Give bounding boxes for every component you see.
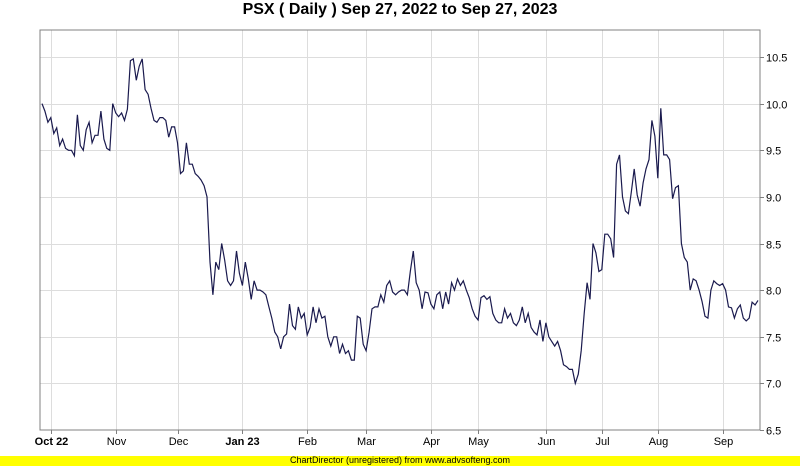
- x-tick-label: Sep: [714, 436, 734, 448]
- y-tick-label: 7.5: [766, 333, 781, 345]
- x-tick-label: Apr: [423, 436, 440, 448]
- plot-area: [39, 29, 761, 431]
- x-tick-label: Dec: [169, 436, 189, 448]
- chart-title: PSX ( Daily ) Sep 27, 2022 to Sep 27, 20…: [242, 1, 558, 18]
- watermark-banner: ChartDirector (unregistered) from www.ad…: [0, 455, 800, 466]
- x-tick-label: Mar: [357, 436, 376, 448]
- y-tick-label: 8.5: [766, 240, 781, 252]
- x-tick-label: Nov: [107, 436, 127, 448]
- y-tick-label: 9.5: [766, 146, 781, 158]
- watermark-text: ChartDirector (unregistered) from www.ad…: [289, 455, 511, 465]
- x-tick-label: Feb: [298, 436, 317, 448]
- price-line: [41, 57, 759, 386]
- y-tick-label: 7.0: [766, 379, 781, 391]
- y-tick-label: 10.5: [766, 53, 787, 65]
- x-tick-label: Jul: [595, 436, 609, 448]
- y-tick-label: 9.0: [766, 193, 781, 205]
- x-tick-label: May: [468, 436, 489, 448]
- x-tick-label: Oct 22: [35, 436, 69, 448]
- y-tick-label: 10.0: [766, 100, 787, 112]
- x-axis: Oct 22 Nov Dec Jan 23 Feb Mar Apr May Jun Jul Aug S…: [35, 430, 734, 448]
- x-tick-label: Jan 23: [225, 436, 259, 448]
- grid-lines: [40, 30, 760, 430]
- x-tick-label: Aug: [649, 436, 669, 448]
- y-tick-label: 8.0: [766, 286, 781, 298]
- x-tick-label: Jun: [538, 436, 556, 448]
- y-axis: 6.5 7.0 7.5 8.0 8.5 9.0 9.5 10.0 10.5: [760, 53, 787, 438]
- y-tick-label: 6.5: [766, 426, 781, 438]
